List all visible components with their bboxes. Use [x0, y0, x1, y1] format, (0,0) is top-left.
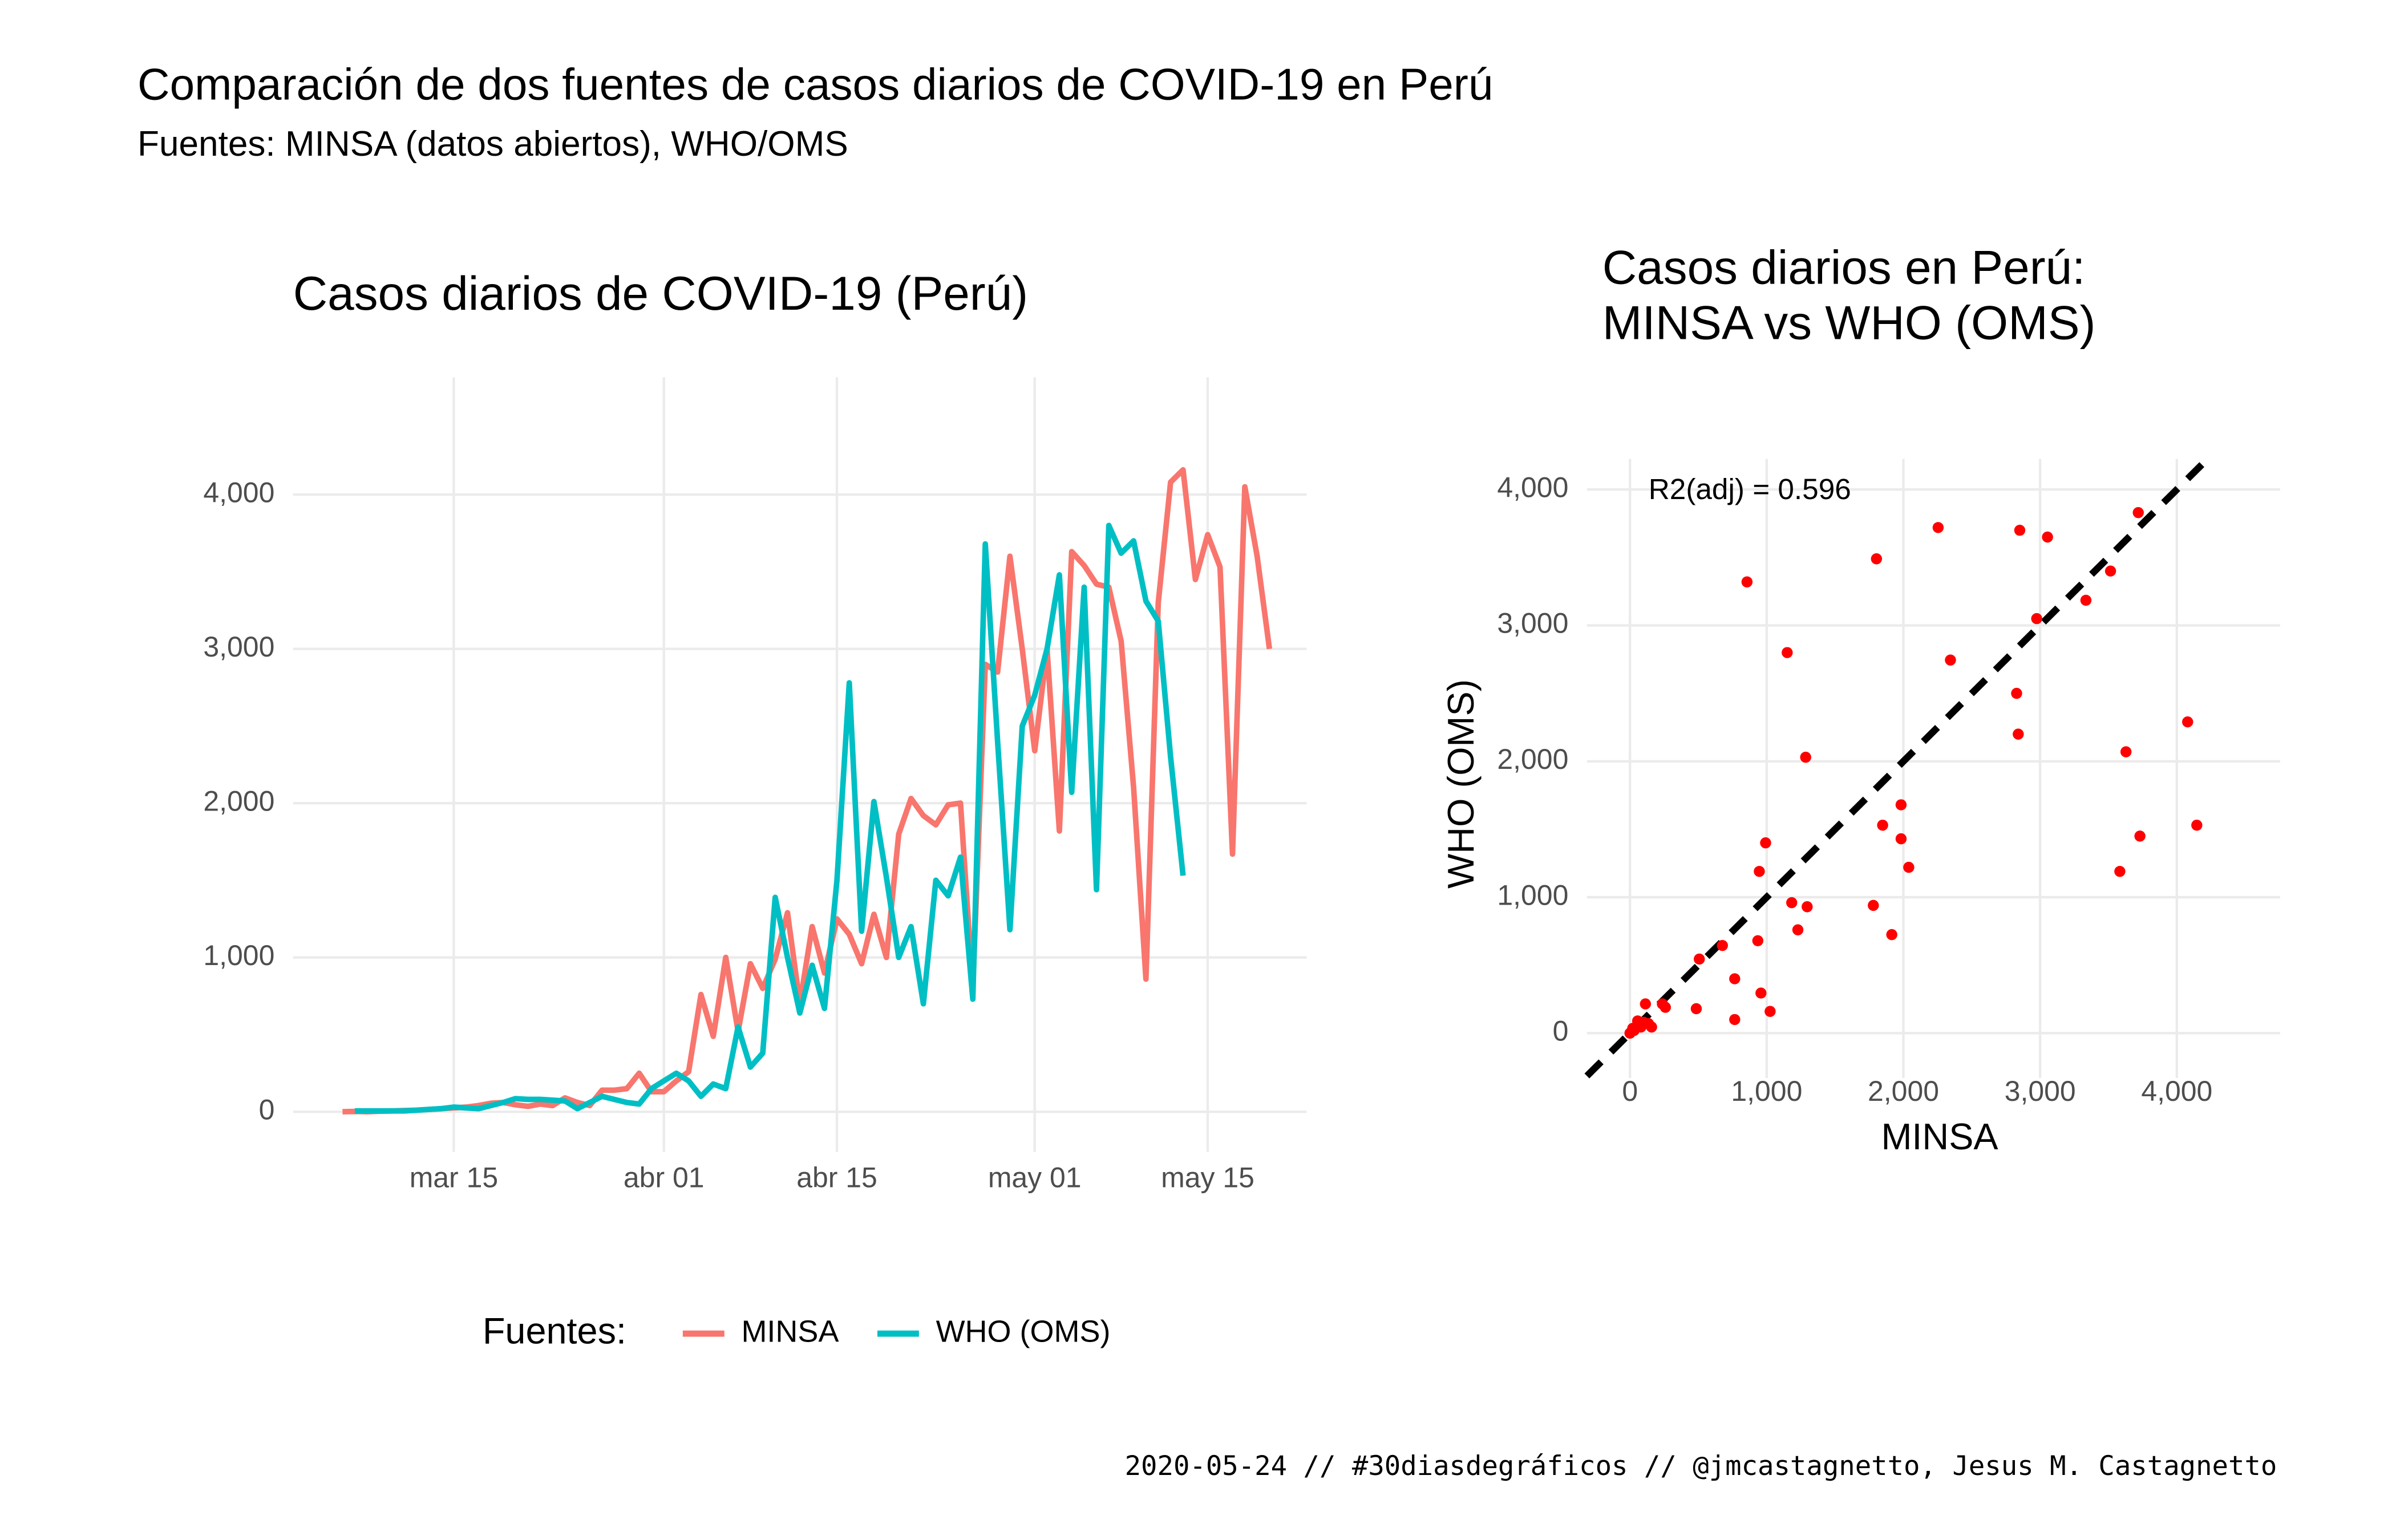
y-tick-label: 3,000: [203, 631, 274, 663]
scatter-point: [1886, 929, 1897, 941]
scatter-point: [2013, 728, 2024, 740]
x-tick-label: 1,000: [1731, 1075, 1802, 1107]
scatter-point: [1895, 833, 1907, 845]
legend-title: Fuentes:: [483, 1310, 626, 1351]
scatter-point: [1660, 1002, 1671, 1013]
y-tick-label: 2,000: [203, 785, 274, 817]
legend-label: WHO (OMS): [936, 1314, 1111, 1348]
scatter-point: [1640, 998, 1652, 1010]
x-tick-label: abr 01: [624, 1161, 705, 1193]
scatter-point: [1871, 553, 1883, 565]
page-subtitle: Fuentes: MINSA (datos abiertos), WHO/OMS: [137, 124, 848, 164]
scatter-point: [1628, 1024, 1640, 1036]
scatter-point: [1752, 935, 1764, 947]
scatter-point: [1792, 924, 1804, 935]
reference-line: [1584, 456, 2211, 1079]
scatter-point: [1690, 1003, 1702, 1015]
scatter-point: [2042, 531, 2053, 543]
x-tick-label: 4,000: [2141, 1075, 2212, 1107]
scatter-point: [1755, 987, 1767, 999]
scatter-point: [1729, 973, 1741, 984]
scatter-point: [1945, 654, 1956, 666]
line-series: [355, 522, 1186, 1114]
y-axis-label: WHO (OMS): [1440, 679, 1482, 889]
x-axis-label: MINSA: [1881, 1116, 1998, 1157]
x-tick-label: may 15: [1161, 1161, 1254, 1193]
scatter-point: [1741, 576, 1753, 587]
y-tick-label: 2,000: [1497, 743, 1568, 775]
scatter-point: [1729, 1014, 1741, 1026]
scatter-point: [1903, 861, 1915, 873]
y-tick-label: 0: [259, 1093, 275, 1125]
annotation: R2(adj) = 0.596: [1649, 473, 1851, 505]
scatter-point: [2011, 687, 2022, 699]
scatter-point: [1932, 522, 1944, 533]
scatter-point: [2120, 746, 2132, 757]
line-series: [342, 467, 1273, 1115]
scatter-point: [1642, 1018, 1654, 1030]
y-tick-label: 3,000: [1497, 607, 1568, 639]
scatter-point: [1877, 820, 1888, 831]
y-tick-label: 1,000: [1497, 879, 1568, 911]
x-tick-label: abr 15: [796, 1161, 877, 1193]
scatter-point: [1895, 799, 1907, 810]
scatter-point: [2014, 524, 2026, 536]
scatter-point: [2114, 866, 2126, 877]
x-tick-label: 3,000: [2005, 1075, 2076, 1107]
chart-title: MINSA vs WHO (OMS): [1602, 296, 2096, 350]
scatter-point: [1760, 837, 1771, 849]
x-tick-label: may 01: [988, 1161, 1082, 1193]
scatter-point: [2104, 565, 2116, 577]
page-title: Comparación de dos fuentes de casos diar…: [137, 59, 1493, 110]
y-tick-label: 1,000: [203, 939, 274, 971]
scatter-point: [1717, 939, 1728, 951]
scatter-point: [1764, 1006, 1776, 1017]
scatter-point: [2132, 507, 2144, 518]
x-tick-label: mar 15: [410, 1161, 498, 1193]
scatter-point: [1694, 953, 1705, 965]
scatter-point: [2191, 820, 2203, 831]
y-tick-label: 4,000: [1497, 471, 1568, 503]
scatter-point: [1782, 647, 1793, 658]
chart-title: Casos diarios en Perú:: [1602, 240, 2086, 294]
chart-title: Casos diarios de COVID-19 (Perú): [293, 266, 1028, 320]
scatter-point: [1786, 897, 1798, 909]
scatter-point: [2182, 716, 2193, 728]
y-tick-label: 4,000: [203, 476, 274, 508]
caption: 2020-05-24 // #30diasdegráficos // @jmca…: [1125, 1450, 2277, 1482]
scatter-point: [1800, 751, 1811, 763]
scatter-point: [1754, 866, 1765, 877]
scatter-point: [2080, 594, 2092, 606]
legend-label: MINSA: [741, 1314, 839, 1348]
x-tick-label: 0: [1622, 1075, 1638, 1107]
scatter-point: [1868, 899, 1879, 911]
scatter-point: [2031, 613, 2042, 625]
x-tick-label: 2,000: [1868, 1075, 1939, 1107]
scatter-point: [1802, 901, 1813, 913]
y-tick-label: 0: [1553, 1015, 1569, 1047]
scatter-point: [2134, 830, 2146, 842]
